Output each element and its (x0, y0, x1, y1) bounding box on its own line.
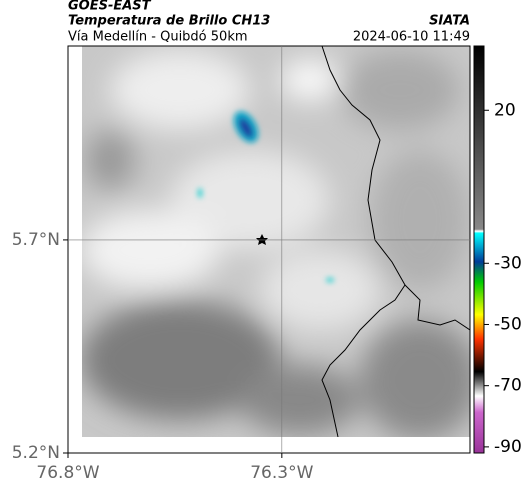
satellite-image (82, 46, 470, 437)
colorbar-tick-label: -70 (494, 376, 522, 396)
colorbar (473, 45, 485, 454)
y-tick-label: 5.7°N (12, 230, 60, 250)
title: GOES-EAST (68, 0, 152, 14)
colorbar-tick-label: 20 (494, 100, 516, 120)
map-frame (67, 45, 471, 454)
colorbar-tick-label: -50 (494, 314, 522, 334)
x-tick-label: 76.8°W (36, 463, 99, 483)
subtitle: Temperatura de Brillo CH13 (68, 14, 270, 29)
colorbar-tick-label: -90 (494, 437, 522, 457)
colorbar-tick-label: -30 (494, 253, 522, 273)
x-tick-label: 76.3°W (250, 463, 313, 483)
source: SIATA (429, 14, 470, 29)
location-marker (256, 234, 268, 245)
region: Vía Medellín - Quibdó 50km (68, 30, 248, 45)
y-tick-label: 5.2°N (12, 443, 60, 463)
timestamp: 2024-06-10 11:49 (353, 30, 470, 45)
